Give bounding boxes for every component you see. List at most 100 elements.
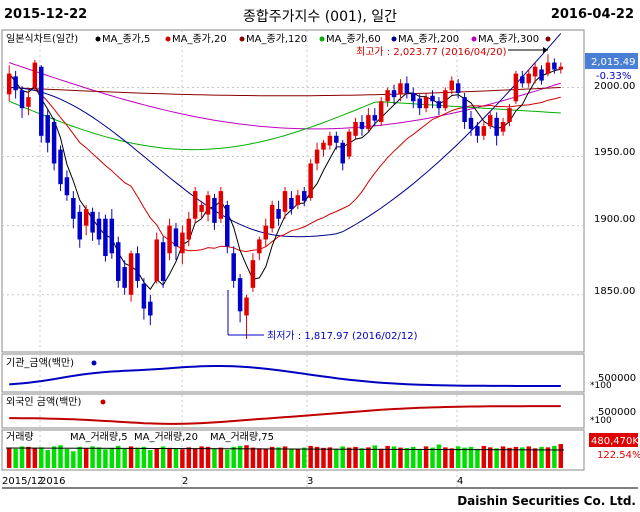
volume-bar xyxy=(520,447,525,468)
brand-label: Daishin Securities Co. Ltd. xyxy=(457,494,636,508)
candle-body xyxy=(494,117,499,136)
candle-body xyxy=(443,90,448,109)
chart-title: 종합주가지수 (001), 일간 xyxy=(242,9,398,25)
volume-pct: 122.54% xyxy=(597,450,640,461)
candle-body xyxy=(558,66,564,70)
candle-body xyxy=(378,101,384,122)
legend-dot xyxy=(471,36,477,42)
candle-body xyxy=(160,242,166,281)
volume-bar xyxy=(455,446,461,468)
ma200-line xyxy=(9,33,562,238)
candle-body xyxy=(301,191,307,201)
last-price-box xyxy=(585,53,638,69)
candle-body xyxy=(90,211,95,233)
volume-value: 480,470K xyxy=(591,436,639,447)
candle-body xyxy=(366,115,371,129)
candle-body xyxy=(135,253,140,281)
x-axis-label: 4 xyxy=(457,476,463,487)
volume-bar xyxy=(19,446,25,468)
candle-body xyxy=(282,191,288,212)
volume-bar xyxy=(481,445,487,468)
candle-body xyxy=(186,218,192,240)
candle-body xyxy=(423,97,429,109)
volume-bar xyxy=(398,447,403,468)
volume-legend: 거래량 xyxy=(6,431,34,443)
price-tick-label: 1850.00 xyxy=(594,286,635,297)
volume-bar xyxy=(526,446,531,468)
volume-bar xyxy=(237,445,243,468)
candle-body xyxy=(192,191,198,219)
chart-frames xyxy=(1,29,638,489)
foreign-legend-dot xyxy=(100,399,106,405)
volume-bar xyxy=(359,448,365,468)
price-legend-ma5: MA_종가,5 xyxy=(102,33,150,45)
volume-bar xyxy=(212,448,217,468)
candle-body xyxy=(552,62,557,70)
candle-body xyxy=(487,115,493,127)
candle-body xyxy=(353,122,358,136)
candle-body xyxy=(449,80,455,91)
volume-bar xyxy=(552,445,557,468)
candle-body xyxy=(45,115,50,143)
high-arrow-head xyxy=(543,47,548,53)
foreign-amount-line xyxy=(9,405,561,425)
volume-bar xyxy=(391,446,397,468)
candle-body xyxy=(167,225,172,254)
candle-body xyxy=(314,149,320,164)
legend-dot xyxy=(239,36,245,42)
volume-bar xyxy=(64,448,70,468)
inst-amount-line xyxy=(9,365,561,387)
candle-body xyxy=(128,253,134,295)
foreign-legend: 외국인 금액(백만) xyxy=(6,396,81,408)
candle-body xyxy=(520,76,525,84)
volume-bar xyxy=(192,448,198,468)
candle-body xyxy=(244,297,249,316)
candle-body xyxy=(404,83,410,93)
ma20-line xyxy=(8,73,561,253)
chart-header: 2015-12-22 종합주가지수 (001), 일간 2016-04-22 xyxy=(0,0,640,30)
x-axis-label: 3 xyxy=(307,476,313,487)
volume-bar xyxy=(58,445,63,468)
legend-dot xyxy=(319,36,325,42)
volume-bar xyxy=(51,446,57,468)
volume-bar xyxy=(231,446,236,468)
volume-bar xyxy=(263,448,269,468)
low-annotation: 최저가 : 1,817.97 (2016/02/12) xyxy=(267,330,418,342)
volume-bar xyxy=(218,447,224,468)
volume-bar xyxy=(462,447,467,468)
ma300-line xyxy=(9,62,561,130)
volume-bar xyxy=(90,446,95,468)
volume-bar xyxy=(513,446,519,468)
volume-bar xyxy=(404,448,410,468)
volume-bar xyxy=(423,446,429,468)
volume-bar xyxy=(276,447,281,468)
foreign-panel-frame xyxy=(1,393,585,429)
x-axis-label: 2016 xyxy=(40,476,65,487)
price-legend-series: 일본식차트(일간) xyxy=(6,33,78,45)
candle-body xyxy=(64,177,70,196)
volume-bar xyxy=(103,449,108,468)
candle-body xyxy=(263,225,269,240)
candle-body xyxy=(539,69,544,81)
candle-body xyxy=(173,228,179,247)
volume-panel-frame xyxy=(1,429,585,471)
volume-bar xyxy=(154,448,159,468)
candle-body xyxy=(39,66,44,136)
candle-body xyxy=(340,142,345,164)
price-legend-ma20: MA_종가,20 xyxy=(172,33,227,45)
volume-bar xyxy=(314,446,320,468)
volume-bar xyxy=(244,445,249,468)
volume-legend-ma75: MA_거래량,75 xyxy=(210,431,274,443)
volume-bar xyxy=(308,445,313,468)
volume-bar xyxy=(225,449,230,468)
candle-body xyxy=(372,115,378,121)
volume-bar xyxy=(205,446,211,468)
last-price-value: 2,015.49 xyxy=(591,57,636,68)
candle-body xyxy=(475,126,480,136)
price-legend-ma300: MA_종가,300 xyxy=(478,33,539,45)
candle-body xyxy=(225,204,230,247)
inst-axis-label: 500000 xyxy=(598,373,636,384)
price-tick-label: 1950.00 xyxy=(594,147,635,158)
start-date: 2015-12-22 xyxy=(4,7,88,22)
